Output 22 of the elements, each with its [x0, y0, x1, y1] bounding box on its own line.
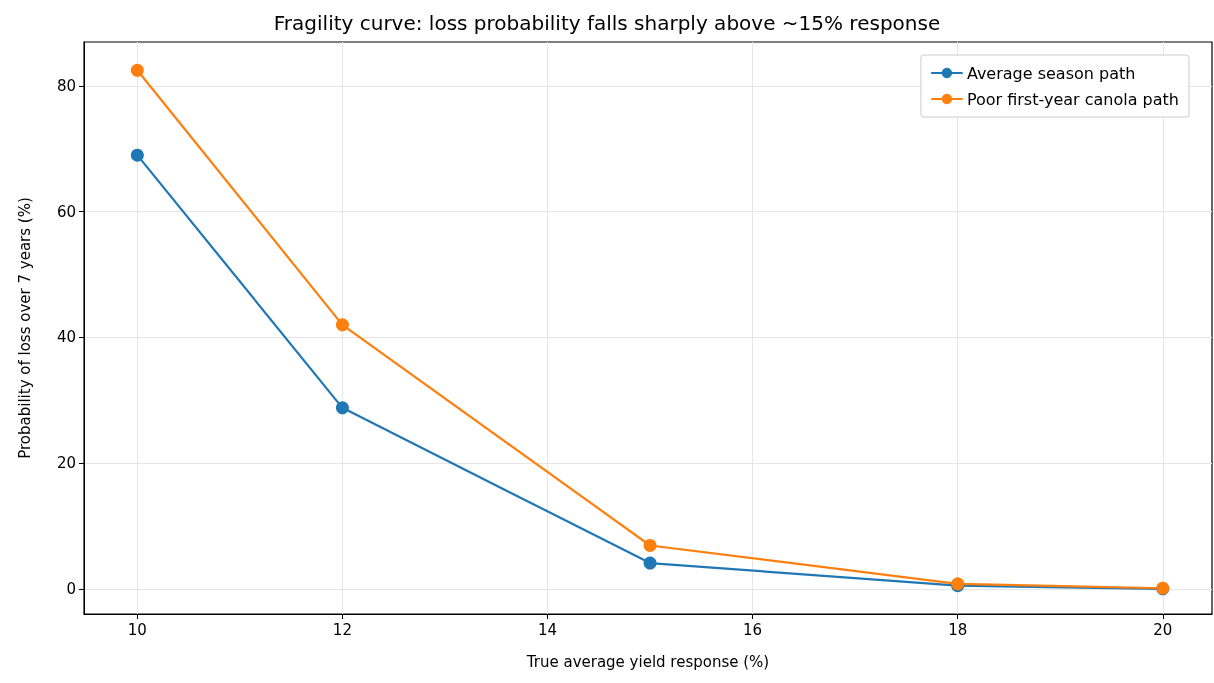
y-tick-label: 80: [56, 77, 76, 95]
point: [643, 556, 657, 570]
legend-label: Poor first-year canola path: [966, 89, 1180, 109]
point: [130, 63, 144, 77]
x-tick-label: 18: [948, 620, 968, 639]
point: [643, 538, 657, 552]
y-axis-title: Probability of loss over 7 years (%): [15, 197, 34, 459]
y-tick-label: 60: [56, 202, 76, 221]
x-tick-label: 10: [127, 620, 147, 639]
x-axis-title: True average yield response (%): [525, 652, 770, 671]
x-tick-label: 20: [1153, 620, 1173, 639]
point: [335, 318, 349, 332]
chart-title: Fragility curve: loss probability falls sharply above ~15% response: [273, 11, 941, 35]
x-tick-label: 14: [537, 620, 558, 639]
x-tick-label: 16: [743, 620, 763, 639]
point: [130, 148, 144, 162]
y-tick-label: 0: [66, 579, 76, 598]
point: [335, 401, 349, 415]
legend-label: Average season path: [966, 63, 1136, 83]
y-tick-label: 20: [56, 454, 76, 473]
x-tick-label: 12: [332, 620, 352, 639]
y-tick-label: 40: [56, 328, 76, 347]
